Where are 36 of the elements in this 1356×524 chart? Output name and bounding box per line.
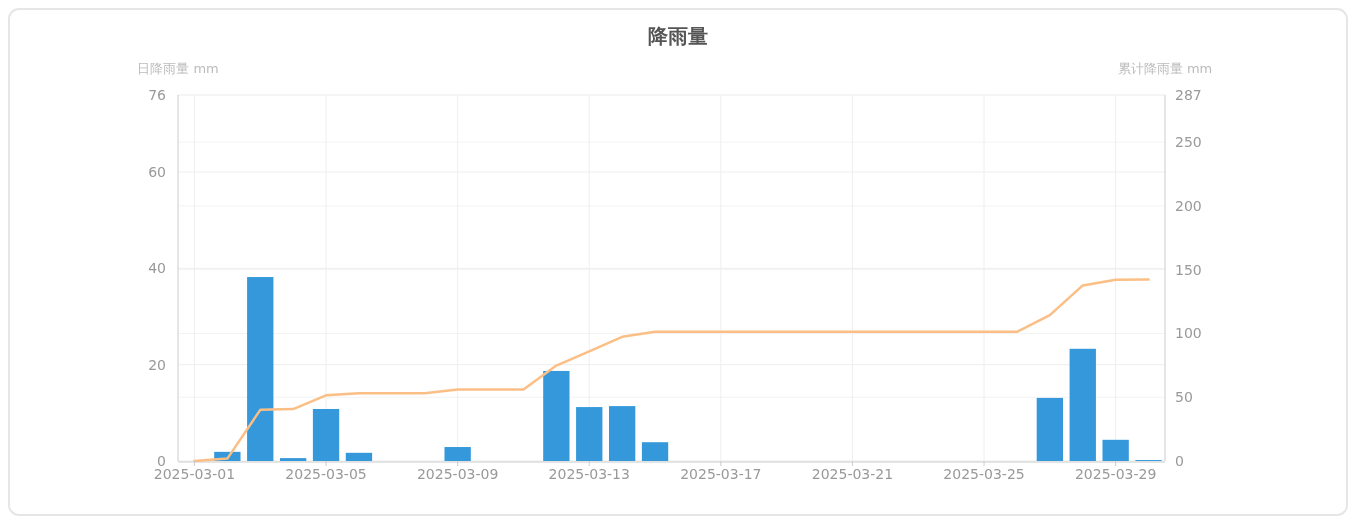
bar: [279, 458, 307, 461]
bar: [543, 370, 570, 461]
y2-tick-label: 50: [1175, 389, 1193, 406]
y-tick-label: 20: [148, 356, 166, 373]
x-tick-label: 2025-03-21: [811, 466, 894, 482]
y2-tick-label: 200: [1175, 197, 1202, 214]
y-tick-label: 0: [157, 452, 166, 469]
y2-tick-label: 150: [1175, 261, 1202, 278]
y-tick-label: 40: [148, 260, 166, 277]
bar: [247, 277, 274, 461]
bar: [312, 408, 340, 461]
bar: [576, 407, 603, 461]
chart-title: 降雨量: [648, 24, 708, 48]
y2-tick-label: 287: [1175, 86, 1202, 103]
y-axis-title: 日降雨量 mm: [137, 61, 219, 76]
x-tick-label: 2025-03-25: [943, 466, 1025, 482]
y2-tick-label: 100: [1175, 325, 1202, 342]
x-tick-label: 2025-03-01: [153, 466, 236, 482]
x-tick-label: 2025-03-05: [285, 466, 367, 482]
x-tick-label: 2025-03-17: [680, 466, 762, 482]
y-tick-label: 60: [148, 163, 166, 180]
x-tick-label: 2025-03-13: [548, 466, 630, 482]
bar: [1069, 348, 1096, 461]
y2-tick-label: 0: [1175, 452, 1184, 469]
line-series: [193, 278, 1150, 463]
x-tick-label: 2025-03-29: [1074, 466, 1157, 482]
y2-axis-title: 累计降雨量 mm: [1117, 61, 1213, 76]
bar: [345, 452, 373, 461]
bar: [608, 406, 636, 461]
bar: [1102, 439, 1129, 461]
x-tick-label: 2025-03-09: [416, 466, 499, 482]
bar: [444, 447, 471, 461]
y2-tick-label: 250: [1175, 134, 1202, 151]
bar: [641, 442, 669, 461]
bar: [1036, 397, 1064, 461]
y-tick-label: 76: [148, 86, 167, 103]
